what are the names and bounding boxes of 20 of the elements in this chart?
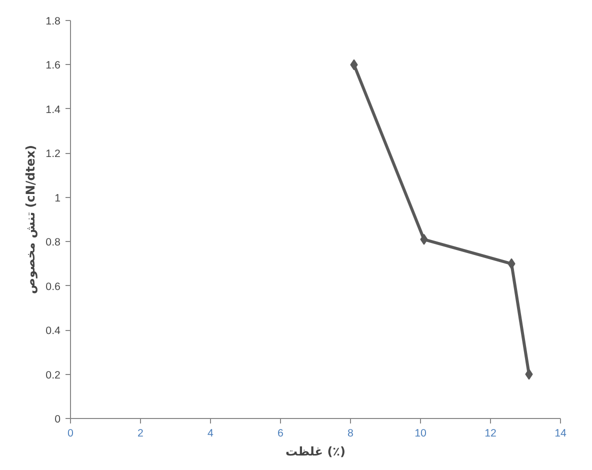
y-tick-label: 1 [54,192,61,204]
x-tick-label: 12 [484,428,496,440]
x-tick-label: 4 [208,428,214,440]
x-tick-label: 6 [278,428,284,440]
y-tick-label: 1.8 [46,16,61,28]
x-tick-label: 14 [554,428,566,440]
x-axis-title: غلظت (٪) [286,444,346,458]
y-tick-label: 1.4 [46,104,61,116]
y-tick-label: 1.2 [46,148,61,160]
y-tick-label: 0 [54,414,61,426]
x-tick-label: 0 [68,428,74,440]
y-tick-label: 0.2 [46,369,61,382]
y-tick-label: 0.6 [46,280,61,293]
y-tick-label: 0.4 [46,325,61,338]
y-axis-title: تنش مخصوص (cN/dtex) [24,144,38,294]
x-tick-label: 10 [414,428,426,440]
y-tick-label: 0.8 [46,236,61,249]
x-tick-label: 8 [348,428,354,440]
x-tick-label: 2 [138,428,144,440]
y-tick-label: 1.6 [46,60,61,72]
